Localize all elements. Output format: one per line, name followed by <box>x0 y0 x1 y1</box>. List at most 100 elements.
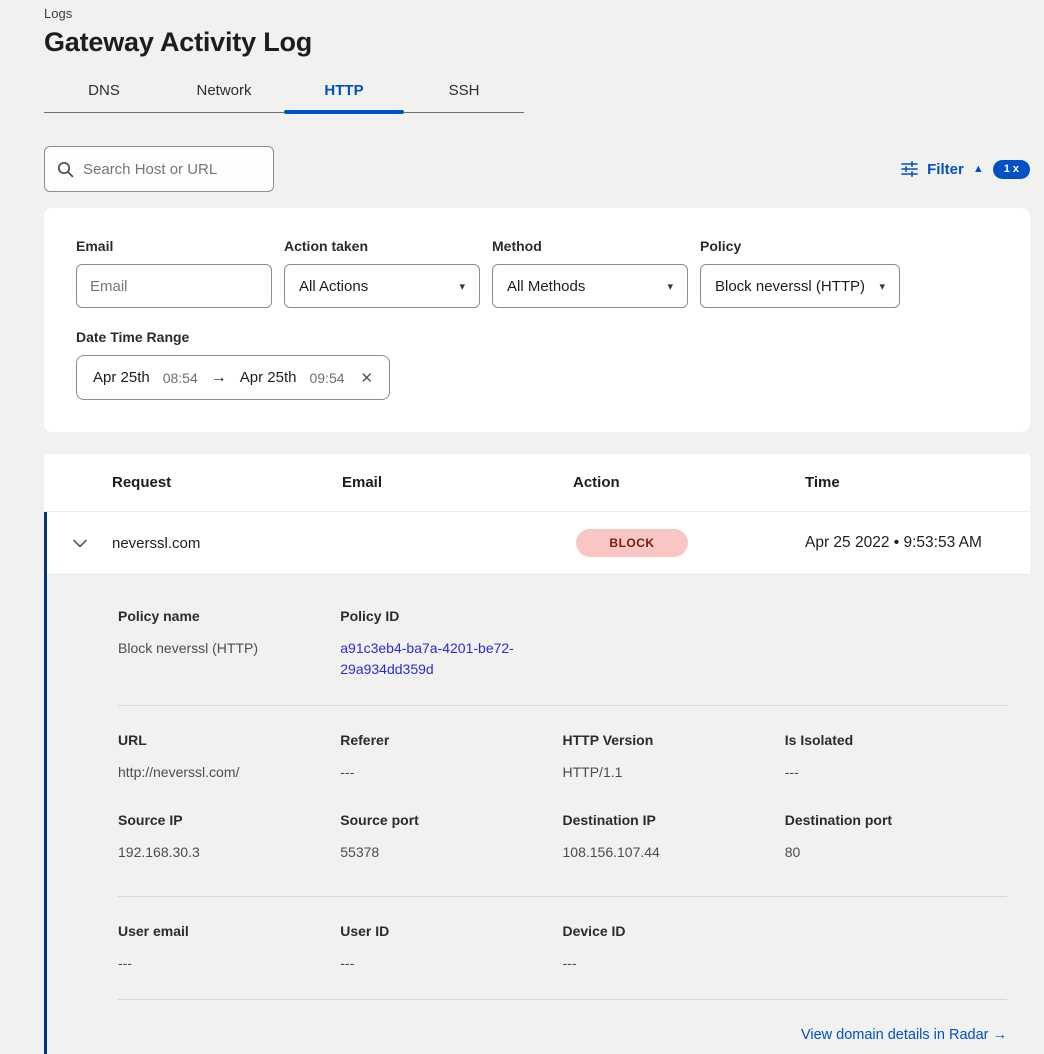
search-input[interactable] <box>83 160 261 178</box>
section-divider <box>118 705 1007 706</box>
tab-ssh[interactable]: SSH <box>404 72 524 112</box>
source-port-value: 55378 <box>340 844 380 860</box>
radar-link-row: View domain details in Radar → <box>118 1026 1007 1044</box>
tab-dns-label: DNS <box>88 82 120 99</box>
http-version-field: HTTP Version HTTP/1.1 <box>563 732 785 783</box>
policy-id-field: Policy ID a91c3eb4-ba7a-4201-be72-29a934… <box>340 608 562 680</box>
http-version-value: HTTP/1.1 <box>562 764 623 780</box>
expanded-row-container: neverssl.com BLOCK Apr 25 2022 • 9:53:53… <box>44 512 1030 1054</box>
date-range-label: Date Time Range <box>76 329 190 345</box>
email-filter-input[interactable] <box>76 264 272 308</box>
filter-count-badge: 1 x <box>992 159 1030 179</box>
method-value: All Methods <box>507 277 586 295</box>
destination-ip-field: Destination IP 108.156.107.44 <box>563 812 785 863</box>
filter-label: Filter <box>927 160 964 178</box>
source-port-label: Source port <box>340 812 419 828</box>
section-divider <box>118 999 1007 1000</box>
gateway-activity-log-page: Logs Gateway Activity Log DNS Network HT… <box>44 0 1030 1054</box>
destination-ip-value: 108.156.107.44 <box>562 844 660 860</box>
destination-port-value: 80 <box>784 844 801 860</box>
activity-log-table: Request Email Action Time neverssl.com B… <box>44 454 1030 1054</box>
policy-field-label: Policy <box>700 238 742 254</box>
user-id-label: User ID <box>340 923 390 939</box>
table-header-row: Request Email Action Time <box>44 454 1030 512</box>
tab-network[interactable]: Network <box>164 72 284 112</box>
action-field-group: Action taken All Actions ▾ <box>284 238 480 308</box>
tab-network-label: Network <box>196 82 252 99</box>
device-id-value: --- <box>562 955 577 971</box>
filter-panel: Email Action taken All Actions ▾ Method … <box>44 208 1030 432</box>
active-tab-underline <box>284 110 404 114</box>
section-divider <box>118 896 1007 897</box>
view-domain-details-radar-link[interactable]: View domain details in Radar → <box>800 1027 1007 1043</box>
column-header-action: Action <box>573 474 620 491</box>
action-field-label: Action taken <box>284 238 369 254</box>
is-isolated-field: Is Isolated --- <box>785 732 1007 783</box>
policy-value: Block neverssl (HTTP) <box>715 277 866 295</box>
policy-section: Policy name Block neverssl (HTTP) Policy… <box>118 608 1007 680</box>
date-range-input[interactable]: Apr 25th 08:54 → Apr 25th 09:54 ✕ <box>76 355 391 400</box>
destination-port-label: Destination port <box>784 812 893 828</box>
breadcrumb[interactable]: Logs <box>44 6 73 21</box>
chevron-down-icon <box>72 539 87 547</box>
destination-ip-label: Destination IP <box>562 812 656 828</box>
cell-request: neverssl.com <box>112 534 201 552</box>
email-field-group: Email <box>76 238 272 308</box>
user-email-value: --- <box>118 955 132 971</box>
user-info-section: User email --- User ID --- Device ID --- <box>118 923 1007 974</box>
user-id-value: --- <box>340 955 355 971</box>
policy-name-value: Block neverssl (HTTP) <box>118 640 259 656</box>
tab-dns[interactable]: DNS <box>44 72 164 112</box>
clear-date-range-icon[interactable]: ✕ <box>360 369 374 387</box>
policy-name-field: Policy name Block neverssl (HTTP) <box>118 608 340 680</box>
action-taken-value: All Actions <box>299 277 369 295</box>
caret-down-icon: ▾ <box>459 280 465 293</box>
is-isolated-value: --- <box>784 764 799 780</box>
source-ip-field: Source IP 192.168.30.3 <box>118 812 340 863</box>
filter-sliders-icon <box>901 161 918 177</box>
range-end-time[interactable]: 09:54 <box>309 369 345 386</box>
policy-id-label: Policy ID <box>340 608 400 624</box>
toolbar: Filter ▲ 1 x <box>44 146 1030 192</box>
collapse-row-button[interactable] <box>47 539 112 548</box>
column-header-request: Request <box>112 474 172 491</box>
filter-fields-row: Email Action taken All Actions ▾ Method … <box>76 238 998 308</box>
referer-field: Referer --- <box>340 732 562 783</box>
policy-select[interactable]: Block neverssl (HTTP) ▾ <box>700 264 900 308</box>
cell-time: Apr 25 2022 • 9:53:53 AM <box>805 534 982 551</box>
table-row[interactable]: neverssl.com BLOCK Apr 25 2022 • 9:53:53… <box>47 512 1030 575</box>
device-id-field: Device ID --- <box>563 923 785 974</box>
request-info-section: URL http://neverssl.com/ Referer --- HTT… <box>118 732 1007 783</box>
caret-up-icon: ▲ <box>972 162 984 175</box>
user-id-field: User ID --- <box>340 923 562 974</box>
column-header-email: Email <box>342 474 383 491</box>
referer-value: --- <box>340 764 355 780</box>
http-version-label: HTTP Version <box>562 732 654 748</box>
method-field-label: Method <box>492 238 542 254</box>
url-label: URL <box>118 732 147 748</box>
user-email-field: User email --- <box>118 923 340 974</box>
range-start-date[interactable]: Apr 25th <box>93 369 150 386</box>
source-port-field: Source port 55378 <box>340 812 562 863</box>
action-taken-select[interactable]: All Actions ▾ <box>284 264 480 308</box>
device-id-label: Device ID <box>562 923 626 939</box>
policy-name-label: Policy name <box>118 608 200 624</box>
policy-id-link[interactable]: a91c3eb4-ba7a-4201-be72-29a934dd359d <box>340 640 514 677</box>
search-icon <box>57 161 74 177</box>
policy-field-group: Policy Block neverssl (HTTP) ▾ <box>700 238 900 308</box>
range-start-time[interactable]: 08:54 <box>162 369 198 386</box>
range-end-date[interactable]: Apr 25th <box>239 369 297 386</box>
block-status-badge: BLOCK <box>576 529 688 557</box>
filter-toggle[interactable]: Filter ▲ 1 x <box>901 159 1030 179</box>
tab-ssh-label: SSH <box>448 82 480 99</box>
caret-down-icon: ▾ <box>667 280 673 293</box>
arrow-right-icon: → <box>210 368 227 386</box>
search-box <box>44 146 274 192</box>
tab-http[interactable]: HTTP <box>284 72 404 114</box>
method-select[interactable]: All Methods ▾ <box>492 264 688 308</box>
cell-action: BLOCK <box>573 529 805 557</box>
connection-info-section: Source IP 192.168.30.3 Source port 55378… <box>118 812 1007 863</box>
referer-label: Referer <box>340 732 390 748</box>
log-type-tabs: DNS Network HTTP SSH <box>44 72 524 114</box>
method-field-group: Method All Methods ▾ <box>492 238 688 308</box>
